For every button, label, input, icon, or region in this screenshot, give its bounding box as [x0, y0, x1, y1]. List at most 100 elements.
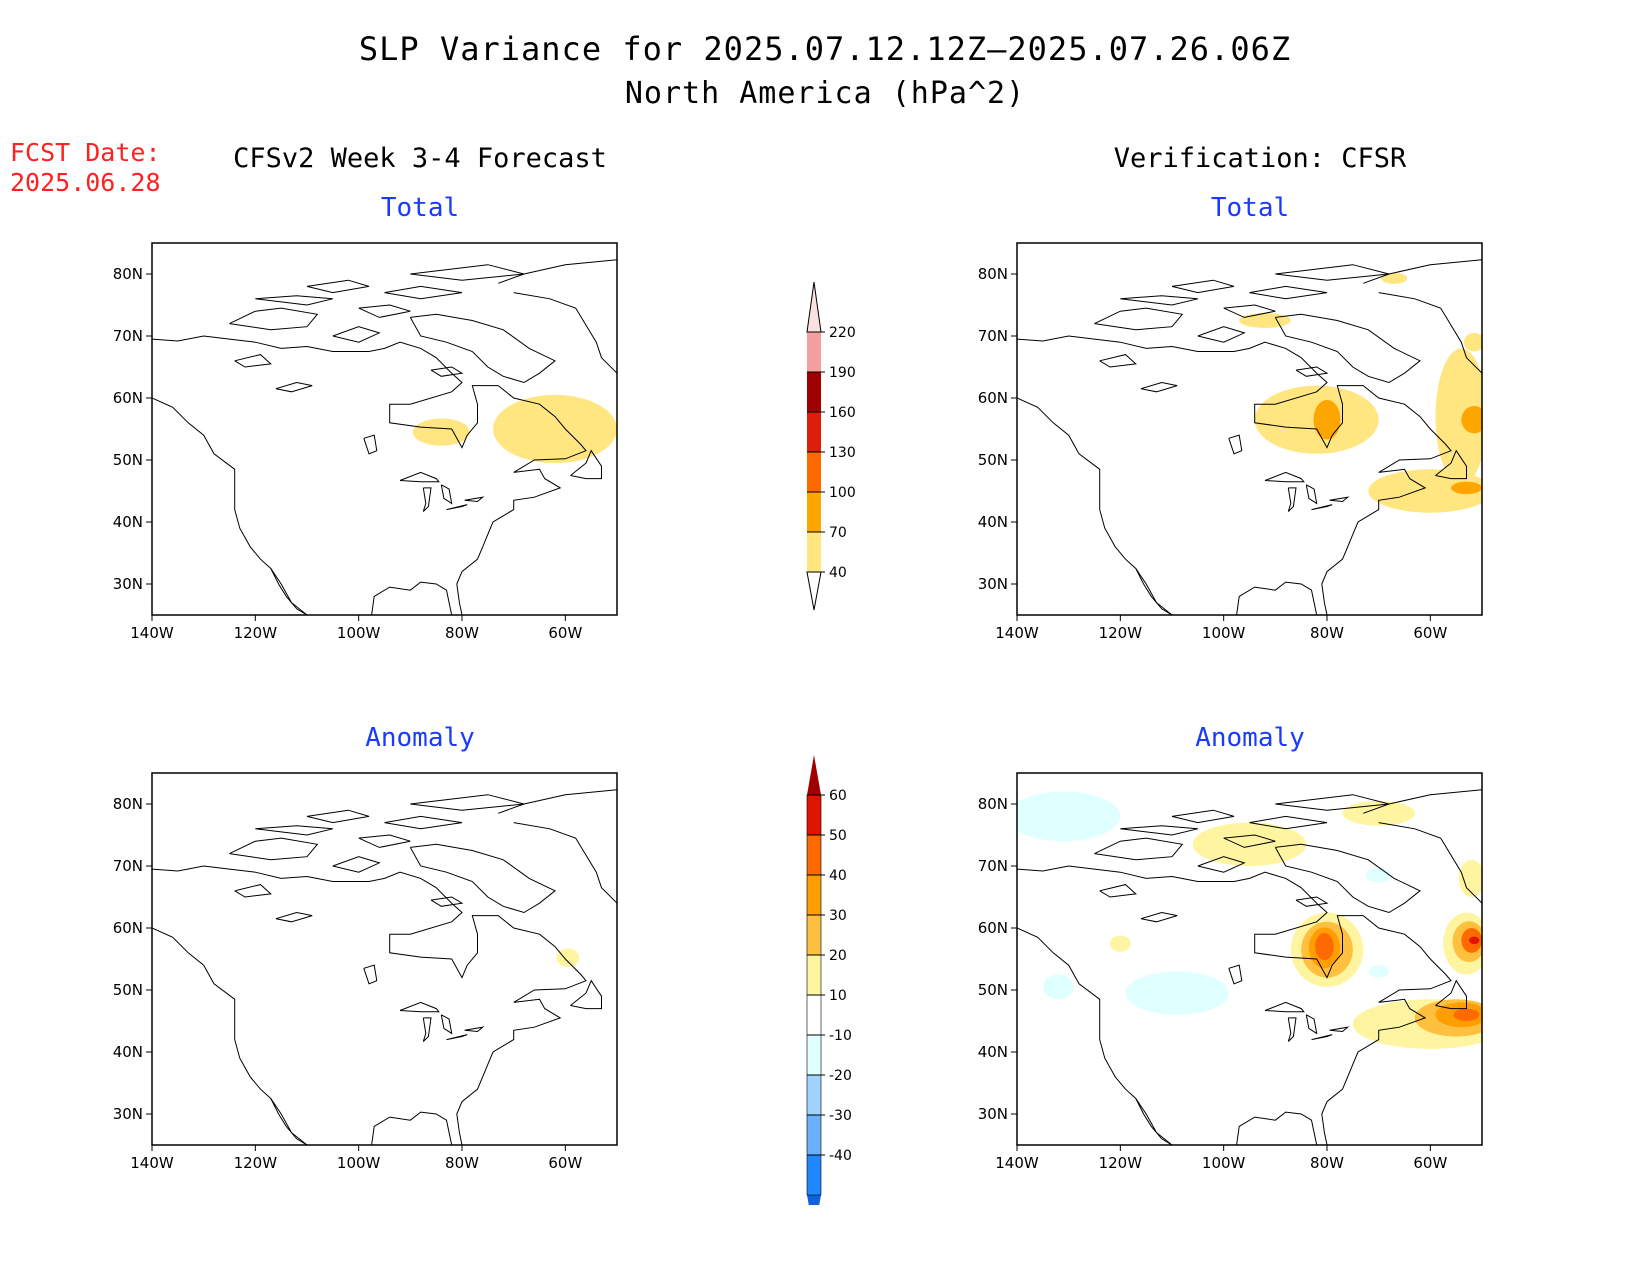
colorbar-triangle	[807, 1195, 821, 1205]
coastline	[1274, 843, 1421, 914]
coastline	[275, 912, 313, 923]
coastline	[1236, 1111, 1318, 1145]
shaded-region	[1461, 406, 1482, 434]
lat-tick-label: 80N	[113, 265, 143, 283]
shaded-region	[1239, 313, 1291, 328]
lat-tick-label: 60N	[978, 389, 1008, 407]
coastline	[1305, 1014, 1318, 1035]
coastline	[363, 434, 378, 455]
map-frame	[151, 242, 618, 616]
coastline	[422, 1017, 432, 1042]
lat-tick-label: 50N	[113, 981, 143, 999]
shaded-region	[1368, 469, 1482, 513]
lat-tick-label: 30N	[113, 1105, 143, 1123]
lat-tick-label: 30N	[978, 575, 1008, 593]
lat-tick-label: 40N	[978, 1043, 1008, 1061]
coastline	[1305, 484, 1318, 505]
fcst-date-value: 2025.06.28	[10, 168, 161, 197]
shaded-region	[556, 948, 580, 968]
lat-tick-label: 40N	[113, 513, 143, 531]
lat-tick-label: 30N	[978, 1105, 1008, 1123]
coastline	[1274, 313, 1421, 384]
lat-tick-label: 50N	[978, 451, 1008, 469]
map-frame	[1016, 772, 1483, 1146]
lon-tick-label: 140W	[130, 1154, 174, 1172]
lon-tick-label: 60W	[1413, 1154, 1447, 1172]
coastline	[1135, 568, 1173, 615]
lon-tick-label: 120W	[234, 624, 278, 642]
map-forecast-total: 80N 70N 60N 50N 40N 30N 140W 120W 100W 80W 60W	[100, 238, 620, 648]
colorbar-swatch	[807, 492, 821, 532]
coastline	[1329, 496, 1350, 503]
colorbar-swatch	[807, 1035, 821, 1075]
colorbar-swatch	[807, 1075, 821, 1115]
coastline	[409, 843, 556, 914]
total-colorbar: 40 70 100 130 160 190 220	[806, 282, 856, 611]
colorbar-swatch	[807, 452, 821, 492]
shaded-region	[1435, 348, 1482, 485]
coastline	[1197, 326, 1246, 343]
coastline	[1287, 487, 1297, 512]
coastline	[1311, 1034, 1333, 1041]
coastline	[1329, 1026, 1350, 1033]
coastline	[1120, 825, 1198, 836]
map-svg: 80N 70N 60N 50N 40N 30N 140W 120W 100W 80W 60W	[113, 242, 618, 642]
colorbar-label: 190	[829, 365, 856, 381]
coastline	[513, 292, 617, 374]
shaded-region	[1469, 936, 1480, 945]
coastline	[371, 1111, 453, 1145]
colorbar-label: 40	[829, 868, 847, 884]
colorbar-swatch	[807, 1155, 821, 1195]
coastline	[1236, 581, 1318, 615]
colorbar-label: 220	[829, 325, 856, 341]
lat-tick-label: 60N	[978, 919, 1008, 937]
colorbar-swatch	[807, 372, 821, 412]
coastline	[1017, 865, 1452, 1145]
colorbar-label: 40	[829, 565, 847, 581]
lon-tick-label: 80W	[1310, 624, 1344, 642]
coastline	[440, 1014, 453, 1035]
verification-anomaly-title: Anomaly	[1195, 723, 1305, 753]
lon-tick-label: 80W	[1310, 1154, 1344, 1172]
map-verification-anomaly: 80N 70N 60N 50N 40N 30N 140W 120W 100W 80W 60W	[965, 768, 1485, 1178]
coastline	[234, 354, 272, 368]
coastline	[570, 449, 602, 480]
colorbar-swatch	[807, 412, 821, 452]
shaded-region	[1313, 399, 1341, 440]
coastline	[306, 809, 370, 824]
coastline	[255, 295, 333, 306]
coastline	[1311, 504, 1333, 511]
colorbar-label: -10	[829, 1028, 852, 1044]
colorbar-swatch	[807, 1115, 821, 1155]
coastline	[1378, 292, 1482, 374]
colorbar-label: 50	[829, 828, 847, 844]
shaded-region	[1365, 867, 1392, 883]
coastline	[1135, 1098, 1173, 1145]
lat-tick-label: 70N	[113, 327, 143, 345]
coastline	[464, 496, 485, 503]
coastline	[1017, 397, 1173, 615]
colorbar-label: -30	[829, 1108, 852, 1124]
coastline	[152, 865, 587, 1145]
colorbar-swatch	[807, 955, 821, 995]
coastline	[399, 471, 440, 483]
lon-tick-label: 140W	[995, 624, 1039, 642]
lon-tick-label: 100W	[1202, 1154, 1246, 1172]
shaded-region	[1125, 971, 1229, 1015]
coastline	[152, 927, 308, 1145]
lon-tick-label: 140W	[995, 1154, 1039, 1172]
colorbar-swatch	[807, 915, 821, 955]
coastline	[1249, 285, 1328, 300]
shaded-region	[1381, 272, 1408, 284]
coastline	[446, 504, 468, 511]
coastline	[464, 1026, 485, 1033]
coastline	[1094, 837, 1184, 861]
coastline	[234, 884, 272, 898]
colorbar-swatch	[807, 995, 821, 1035]
colorbar-label: 70	[829, 525, 847, 541]
coastline	[384, 815, 463, 830]
map-frame	[151, 772, 618, 1146]
shaded-region	[412, 418, 470, 446]
colorbar-swatch	[807, 835, 821, 875]
shaded-region	[1453, 1008, 1480, 1021]
